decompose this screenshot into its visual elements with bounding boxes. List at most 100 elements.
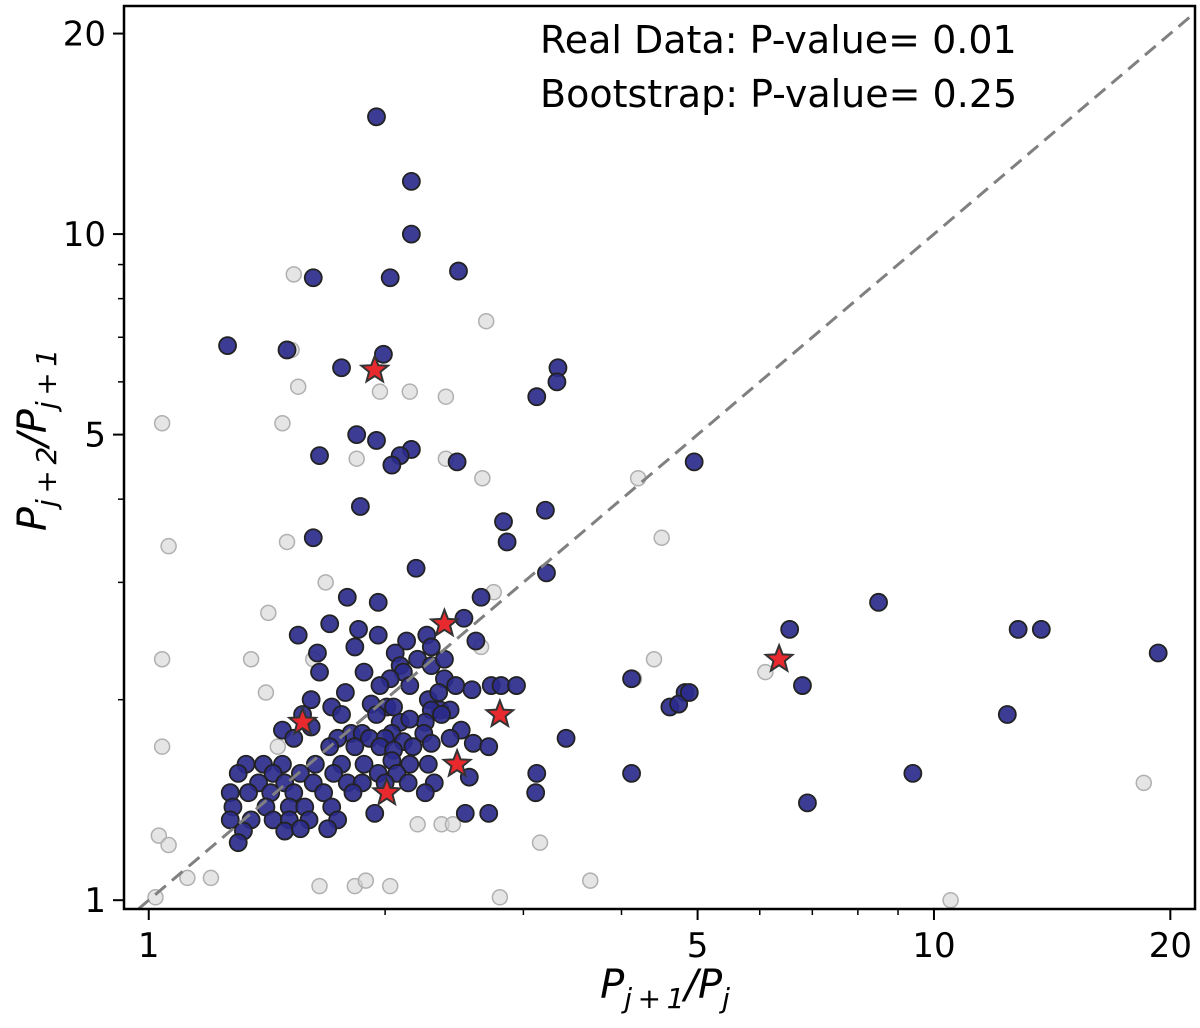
real-data-point [429,683,449,702]
real-data-point [382,455,402,475]
real-data-point [780,619,800,639]
star-marker [483,697,516,729]
bootstrap-point [444,816,462,833]
real-data-point [1031,619,1051,639]
bootstrap-point [348,450,365,467]
real-data-point [903,764,923,783]
plot-frame [122,4,1197,911]
real-data-point [527,387,547,407]
y-axis-label: Pj + 2/Pj + 1 [10,349,63,531]
bootstrap-point [278,533,296,551]
x-tick-label: 1 [138,926,160,966]
real-data-point [370,676,390,695]
real-data-point [869,592,888,612]
real-data-point [310,662,329,682]
real-data-point [527,764,547,783]
bootstrap-point [474,469,491,487]
real-data-point [350,497,370,516]
real-data-point [471,587,491,607]
bootstrap-point [274,415,291,432]
x-tick-label: 20 [1149,926,1192,966]
real-data-point [320,614,340,634]
bootstrap-point [531,834,549,851]
real-data-point [332,358,351,378]
real-data-point [290,819,310,839]
real-data-point [491,676,511,695]
real-data-point [347,425,367,445]
real-data-point [288,625,308,645]
bootstrap-point [257,684,275,701]
real-data-point [343,783,363,803]
real-data-point [406,558,426,578]
bootstrap-point [153,415,171,432]
bootstrap-point [242,650,260,668]
real-data-point [535,500,555,520]
star-marker [441,747,474,778]
real-data-point [368,625,388,645]
real-data-point [432,705,451,724]
real-data-point [526,783,546,803]
real-data-point [239,783,258,803]
real-data-point [415,783,435,803]
real-data-point [220,810,240,830]
bootstrap-point [260,604,277,622]
real-data-point [354,754,374,774]
real-data-point [367,431,386,450]
bootstrap-point [153,650,171,668]
bootstrap-point [491,889,509,906]
real-data-point [537,563,556,583]
real-data-point [310,446,329,465]
real-data-point [463,733,483,753]
bootstrap-point [757,663,774,681]
real-data-point [793,676,812,695]
real-data-point [1148,643,1168,663]
bootstrap-point [289,378,307,395]
bootstrap-point [179,869,196,887]
real-data-point [798,793,817,813]
real-data-point [365,803,385,823]
real-data-point [1008,619,1028,639]
real-data-point [684,452,704,472]
bootstrap-point [1135,774,1153,792]
real-data-point [997,705,1017,724]
y-tick-label: 1 [84,881,106,921]
real-data-point [374,344,393,364]
bootstrap-point [371,383,389,400]
real-data-point [497,532,517,552]
real-data-point [507,676,526,695]
real-data-point [368,592,388,612]
bootstrap-point [160,537,177,555]
bootstrap-point [437,388,455,405]
real-data-point [679,683,699,702]
bootstrap-point [942,891,959,909]
real-data-point [455,803,475,823]
real-data-point [335,683,355,702]
real-data-point [349,619,368,639]
bootstrap-point [317,574,334,591]
real-data-point [228,764,248,783]
x-axis-label: Pj + 1/Pj [600,962,730,1015]
real-data-point [466,631,486,651]
real-data-point [446,676,466,695]
real-data-point [275,821,295,841]
real-data-point [669,694,689,714]
bootstrap-point [381,877,399,895]
real-data-point [308,643,327,663]
real-data-point [345,737,365,757]
bootstrap-point [477,312,495,330]
bootstrap-point [357,872,375,889]
real-data-point [303,528,323,548]
real-data-point [324,764,344,783]
x-tick-label: 5 [687,926,709,966]
real-data-point [397,631,416,651]
real-data-point [556,728,576,748]
bootstrap-point [269,738,287,755]
bootstrap-point [160,836,177,854]
real-data-point [421,733,441,753]
real-data-point [401,171,421,191]
real-data-point [380,268,400,288]
bootstrap-point [147,889,164,906]
real-data-point [622,764,641,783]
real-data-point [228,833,248,853]
